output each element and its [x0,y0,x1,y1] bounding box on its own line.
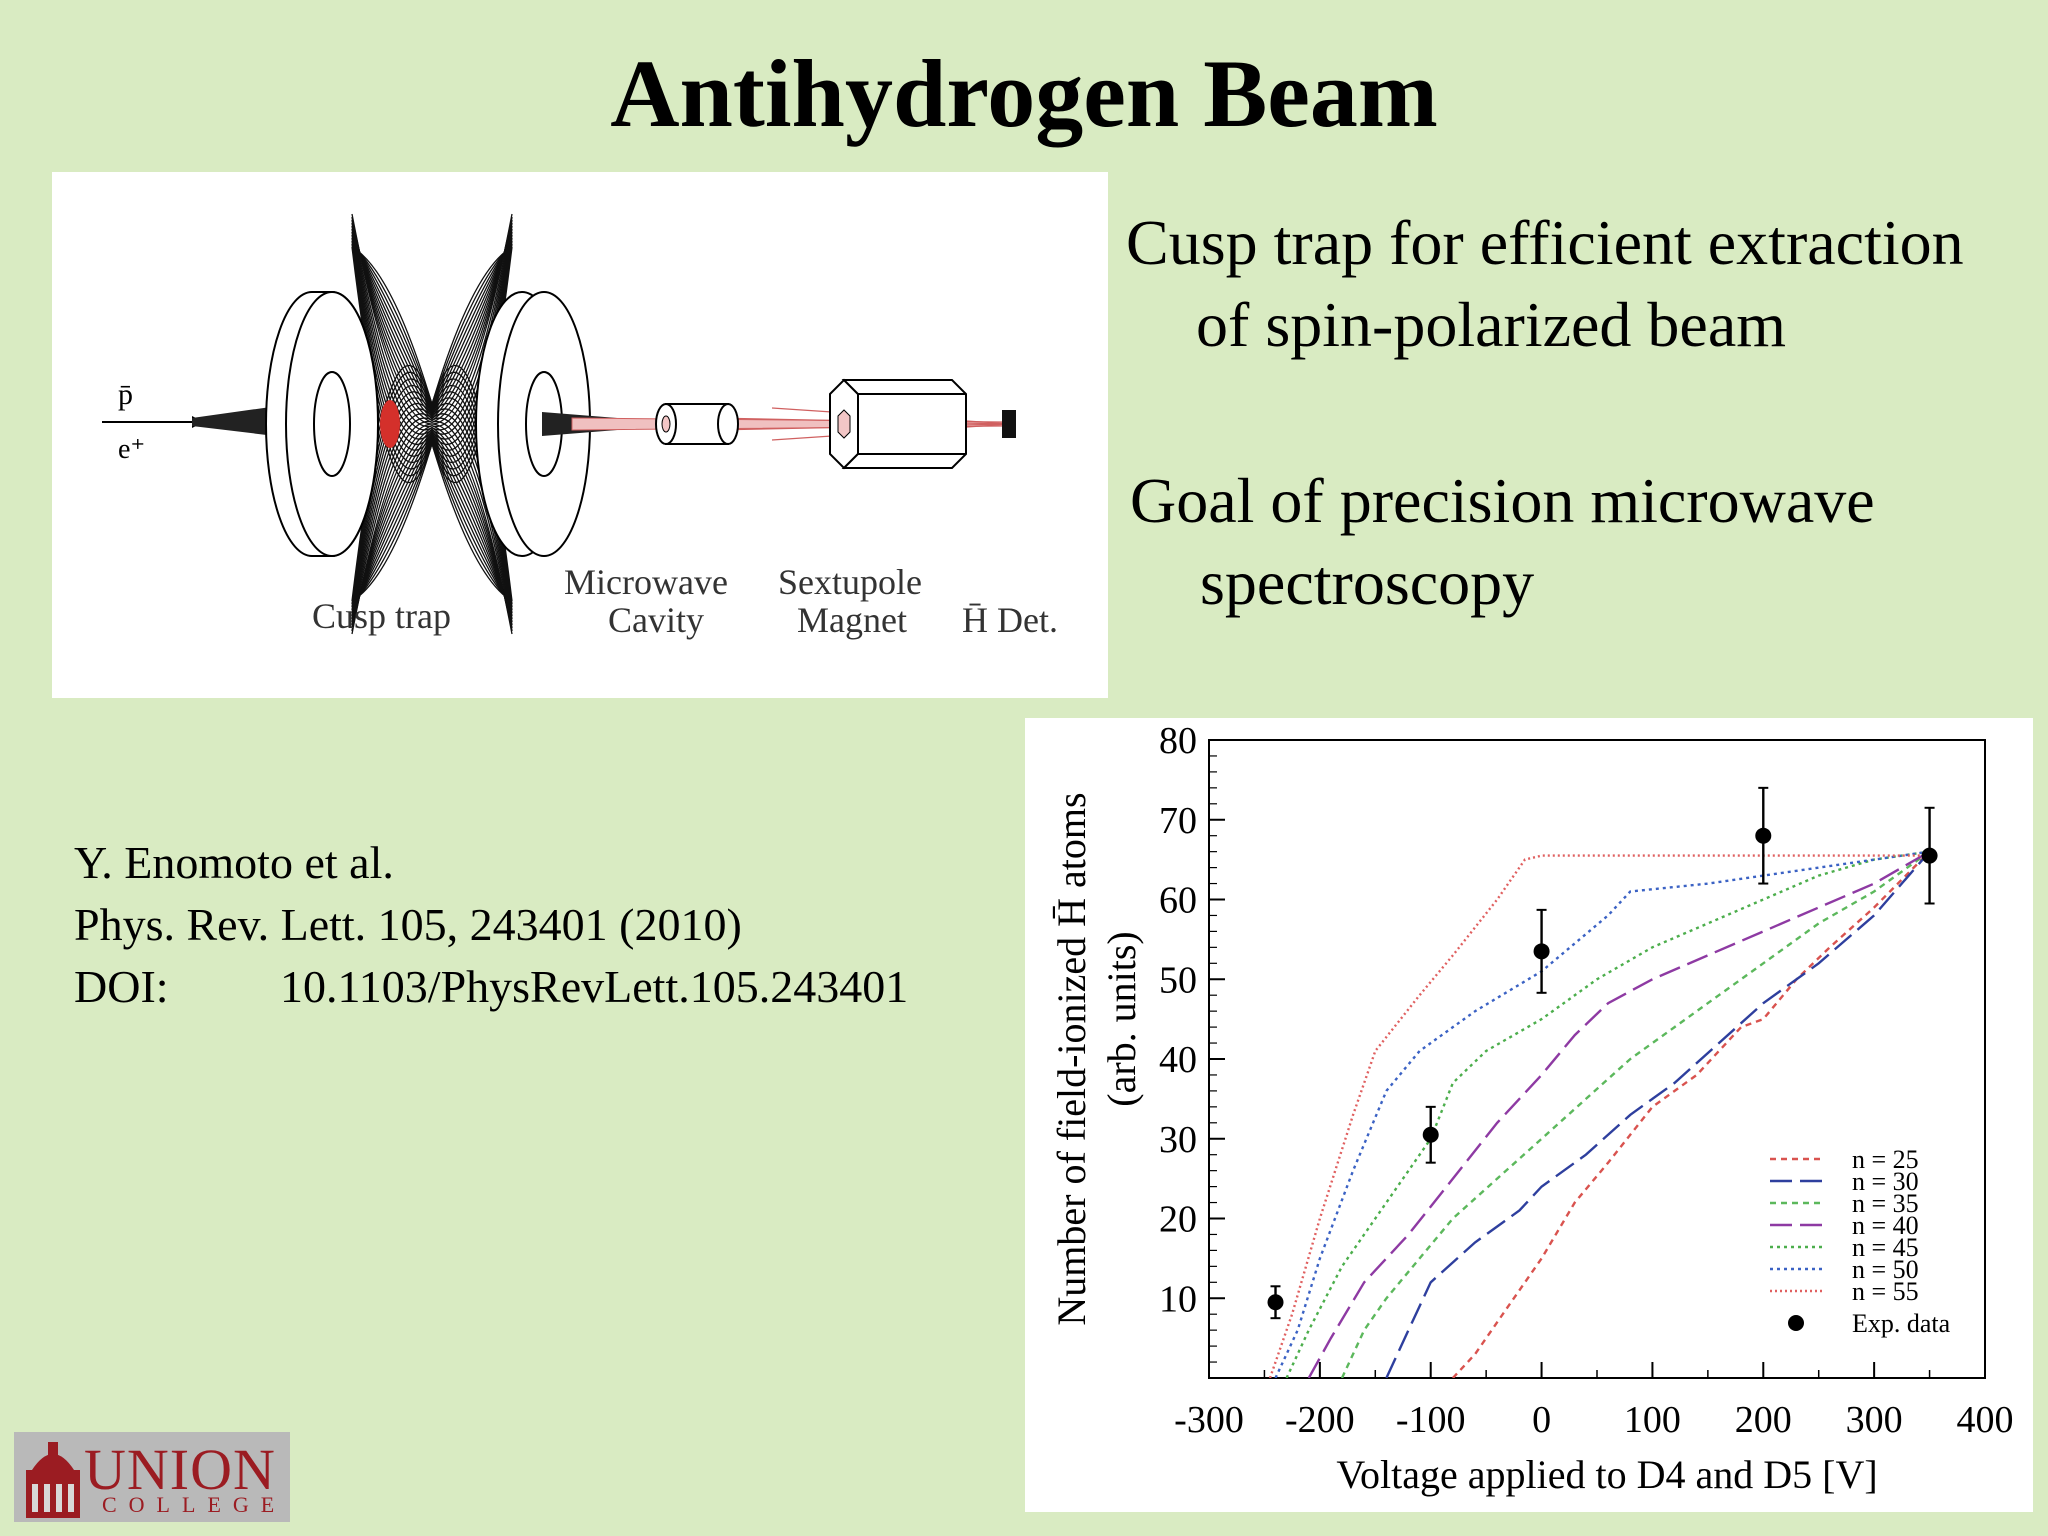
legend-exp-marker [1788,1315,1804,1331]
sextupole-body [841,379,967,469]
series-line-n=50 [1274,850,1930,1378]
label-microwave-2: Cavity [608,600,704,640]
legend-label: n = 30 [1852,1167,1919,1196]
bullet-1-line-2: of spin-polarized beam [1196,289,1786,360]
bullet-2-line-1: Goal of precision microwave [1130,465,1875,536]
field-line [351,426,513,629]
reference-authors: Y. Enomoto et al. [74,837,394,888]
bullet-1-line-1: Cusp trap for efficient extraction [1126,207,1964,278]
series-line-n=35 [1340,850,1931,1378]
legend-label: n = 55 [1852,1277,1919,1306]
logo-name: UNION [84,1437,276,1502]
series-line-n=55 [1268,854,1930,1378]
slide-title: Antihydrogen Beam [610,40,1438,147]
x-tick-label: 400 [1957,1399,2014,1441]
legend-label: n = 40 [1852,1211,1919,1240]
series-line-n=25 [1452,850,1931,1378]
field-line [351,420,513,632]
field-line [351,435,513,614]
apparatus-diagram: p̄ e⁺ C [52,172,1108,698]
x-tick-label: -100 [1396,1399,1466,1441]
x-tick-label: 300 [1846,1399,1903,1441]
left-coil-bore [313,371,351,477]
field-line [351,433,513,617]
legend-label: n = 35 [1852,1189,1919,1218]
y-tick-label: 60 [1159,880,1197,922]
exp-data-point [1755,827,1772,844]
x-tick-label: -300 [1174,1399,1244,1441]
label-sextupole-1: Sextupole [778,562,922,602]
y-tick-label: 50 [1159,959,1197,1001]
reference-journal: Phys. Rev. Lett. 105, 243401 (2010) [74,899,742,950]
legend-exp-label: Exp. data [1852,1309,1951,1338]
field-line [351,431,513,620]
chart-panel: -300 -200 -100 0 100 200 300 400 10 20 30 40 50 60 70 8… [1025,718,2033,1512]
field-line [351,430,513,623]
bullet-goal: Goal of precision microwave spectroscopy [1130,460,2030,624]
series-line-n=40 [1307,850,1931,1378]
positron-label: e⁺ [118,434,145,465]
y-tick-label: 30 [1159,1119,1197,1161]
x-tick-label: 200 [1735,1399,1792,1441]
bullet-cusp-trap: Cusp trap for efficient extraction of sp… [1126,202,2036,366]
x-axis-label: Voltage applied to D4 and D5 [V] [1336,1452,1877,1497]
field-line [351,425,513,632]
trapped-plasma [380,400,400,448]
label-cusp-trap: Cusp trap [312,596,451,636]
label-sextupole-2: Magnet [797,600,907,640]
bullet-2-line-2: spectroscopy [1200,547,1535,618]
legend-label: n = 45 [1852,1233,1919,1262]
field-line [351,423,513,635]
sextupole-bore [837,409,851,439]
exp-data-point [1422,1126,1439,1143]
reference-block: Y. Enomoto et al. Phys. Rev. Lett. 105, … [74,832,908,1018]
series-line-n=30 [1385,850,1931,1378]
cavity-back [717,403,739,445]
field-ionization-chart: -300 -200 -100 0 100 200 300 400 10 20 30 40 50 60 70 8… [1049,720,2014,1497]
label-detector: H̄ Det. [962,600,1058,640]
y-tick-label: 70 [1159,800,1197,842]
x-tick-label: 0 [1532,1399,1551,1441]
y-tick-label: 80 [1159,720,1197,762]
exp-data-point [1921,847,1938,864]
union-college-logo: UNION COLLEGE [14,1432,290,1522]
y-tick-label: 20 [1159,1199,1197,1241]
x-tick-label: 100 [1624,1399,1681,1441]
series-line-n=45 [1285,850,1930,1378]
exp-data-point [1533,943,1550,960]
y-axis-label: Number of field-ionized H̄ atoms [1049,792,1094,1325]
building-icon [26,1442,80,1518]
exp-data-point [1267,1294,1284,1311]
legend-label: n = 25 [1852,1145,1919,1174]
reference-doi-line: DOI: 10.1103/PhysRevLett.105.243401 [74,956,908,1018]
reference-doi[interactable]: 10.1103/PhysRevLett.105.243401 [280,961,909,1012]
x-tick-label: -200 [1285,1399,1355,1441]
label-microwave-1: Microwave [564,562,728,602]
reference-doi-label: DOI: [74,961,169,1012]
logo-sub: COLLEGE [102,1492,287,1517]
y-tick-label: 40 [1159,1039,1197,1081]
y-axis-label-units: (arb. units) [1099,931,1144,1107]
field-line [351,428,513,626]
field-line [351,441,513,602]
y-tick-label: 10 [1159,1278,1197,1320]
detector [1002,410,1016,438]
legend-label: n = 50 [1852,1255,1919,1284]
cavity-aperture [661,415,671,433]
apparatus-svg: p̄ e⁺ C [102,213,1058,640]
pbar-label: p̄ [118,378,133,411]
